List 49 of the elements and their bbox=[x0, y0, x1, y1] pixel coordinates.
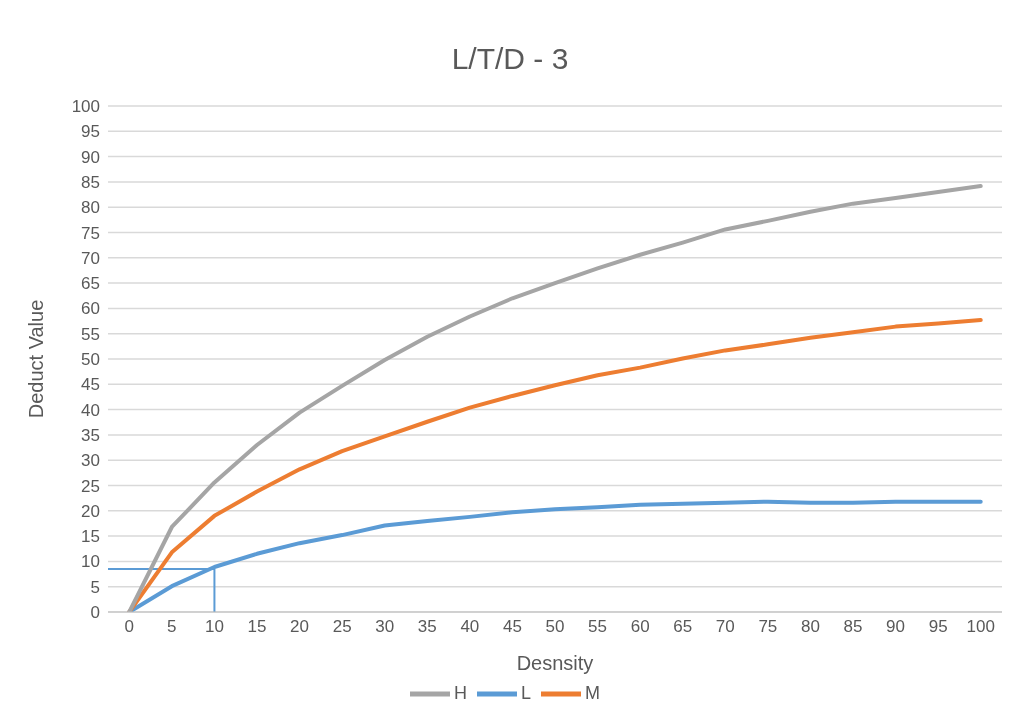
x-tick-label: 10 bbox=[204, 617, 224, 637]
y-tick-label: 0 bbox=[90, 603, 100, 623]
y-tick-label: 85 bbox=[81, 172, 100, 192]
y-tick-label: 100 bbox=[71, 97, 100, 117]
y-tick-label: 5 bbox=[90, 577, 100, 597]
x-tick-label: 90 bbox=[886, 617, 906, 637]
y-tick-label: 15 bbox=[81, 527, 100, 547]
legend-label: L bbox=[520, 682, 531, 703]
y-tick-label: 10 bbox=[81, 552, 100, 572]
x-tick-label: 25 bbox=[332, 617, 352, 637]
x-tick-label: 5 bbox=[167, 617, 177, 637]
y-tick-label: 45 bbox=[81, 375, 100, 395]
y-axis-title: Deduct Value bbox=[25, 299, 48, 419]
line-series bbox=[127, 183, 983, 612]
y-tick-label: 30 bbox=[81, 451, 100, 471]
y-tick-label: 40 bbox=[81, 400, 100, 420]
x-tick-label: 0 bbox=[124, 617, 135, 637]
x-tick-label: 40 bbox=[460, 617, 480, 637]
x-tick-label: 20 bbox=[290, 617, 310, 637]
x-tick-label: 15 bbox=[247, 617, 267, 637]
x-tick-label: 70 bbox=[715, 617, 735, 637]
y-tick-label: 90 bbox=[81, 147, 100, 167]
x-tick-label: 85 bbox=[843, 617, 863, 637]
x-tick-label: 95 bbox=[928, 617, 948, 637]
y-tick-label: 60 bbox=[81, 299, 100, 319]
x-tick-label: 50 bbox=[545, 617, 565, 637]
y-tick-label: 70 bbox=[81, 248, 100, 268]
x-tick-label: 35 bbox=[417, 617, 437, 637]
x-tick-label: 65 bbox=[673, 617, 693, 637]
y-tick-label: 50 bbox=[81, 350, 100, 370]
legend-label: H bbox=[453, 682, 467, 703]
chart-title: L/T/D - 3 bbox=[451, 42, 569, 75]
x-tick-label: 100 bbox=[966, 617, 995, 637]
x-tick-label: 75 bbox=[758, 617, 778, 637]
y-tick-label: 20 bbox=[81, 501, 100, 521]
y-tick-label: 75 bbox=[81, 223, 100, 243]
y-tick-label: 80 bbox=[81, 198, 100, 218]
x-tick-label: 60 bbox=[630, 617, 650, 637]
y-tick-label: 65 bbox=[81, 274, 100, 294]
x-axis-title: Desnsity bbox=[516, 652, 594, 674]
x-tick-label: 80 bbox=[800, 617, 820, 637]
x-tick-label: 30 bbox=[375, 617, 395, 637]
y-tick-label: 35 bbox=[81, 425, 100, 445]
y-tick-label: 95 bbox=[81, 122, 100, 142]
legend-label: M bbox=[585, 682, 600, 703]
y-tick-label: 55 bbox=[81, 324, 100, 344]
x-tick-label: 45 bbox=[502, 617, 522, 637]
x-tick-label: 55 bbox=[588, 617, 608, 637]
y-tick-label: 25 bbox=[81, 476, 100, 496]
